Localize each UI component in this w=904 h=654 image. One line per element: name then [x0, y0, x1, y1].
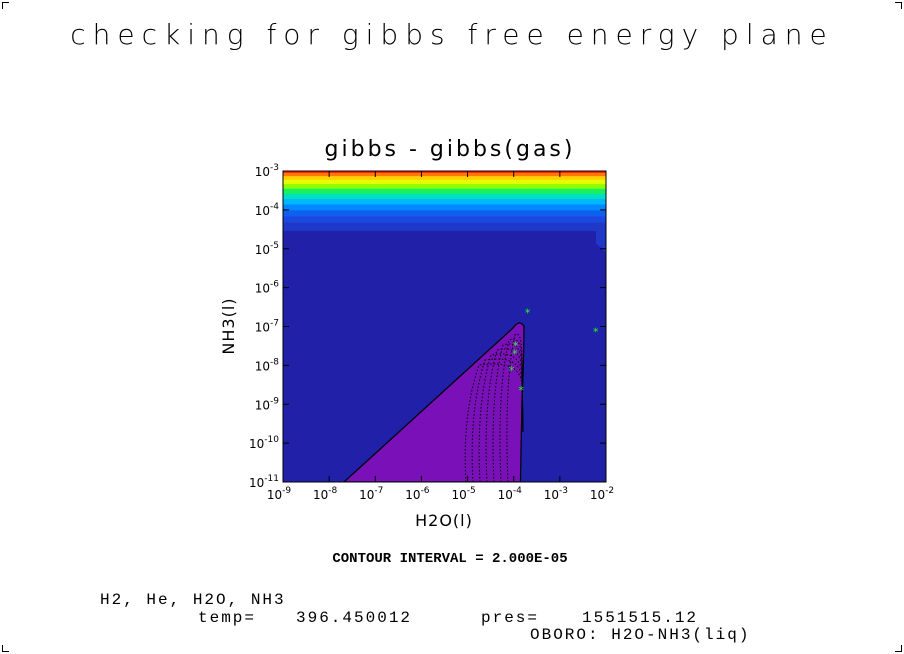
x-tick-label: 10-7 [359, 486, 383, 502]
corner-mark-top-right [895, 2, 902, 9]
y-axis-label: NH3(l) [219, 297, 238, 354]
y-tick-label: 10-3 [255, 163, 279, 179]
y-tick-label: 10-4 [255, 202, 280, 218]
x-tick-label: 10-5 [451, 486, 475, 502]
contour-line [471, 358, 524, 482]
corner-mark-top-left [2, 2, 9, 9]
contour-line [506, 333, 524, 482]
y-tick-label: 10-11 [249, 474, 279, 490]
corner-mark-bottom-right [895, 645, 902, 652]
data-point: * [525, 306, 531, 319]
page-title: checking for gibbs free energy plane [70, 18, 834, 51]
contour-interval-note: CONTOUR INTERVAL = 2.000E-05 [332, 551, 568, 567]
x-tick-label: 10-2 [590, 486, 614, 502]
y-tick-label: 10-10 [249, 435, 279, 451]
y-tick-label: 10-5 [255, 241, 279, 257]
y-tick-label: 10-6 [255, 280, 280, 296]
x-tick-label: 10-4 [498, 486, 523, 502]
contour-line [464, 363, 524, 482]
x-tick-label: 10-3 [544, 486, 568, 502]
x-axis-label: H2O(l) [415, 511, 473, 530]
data-point: * [518, 384, 524, 397]
temp-label: temp= [198, 609, 257, 627]
contour-line [499, 338, 524, 482]
data-point: * [512, 348, 518, 361]
plot-title: gibbs - gibbs(gas) [324, 137, 576, 162]
contour-line [478, 353, 524, 482]
x-tick-label: 10-8 [313, 486, 338, 502]
x-tick-label: 10-6 [405, 486, 430, 502]
data-point: * [593, 325, 599, 338]
model-label: OBORO: H2O-NH3(liq) [530, 626, 751, 644]
data-point: * [513, 340, 519, 353]
species-list: H2, He, H2O, NH3 [100, 591, 286, 609]
corner-mark-bottom-left [2, 645, 9, 652]
temp-value: 396.450012 [296, 609, 413, 627]
contour-band [283, 222, 606, 254]
y-tick-label: 10-8 [255, 357, 280, 373]
pres-label: pres= [481, 609, 540, 627]
y-tick-label: 10-9 [255, 396, 280, 412]
y-tick-label: 10-7 [255, 319, 279, 335]
data-point: * [509, 364, 515, 377]
x-tick-label: 10-9 [267, 486, 292, 502]
pres-value: 1551515.12 [582, 609, 699, 627]
